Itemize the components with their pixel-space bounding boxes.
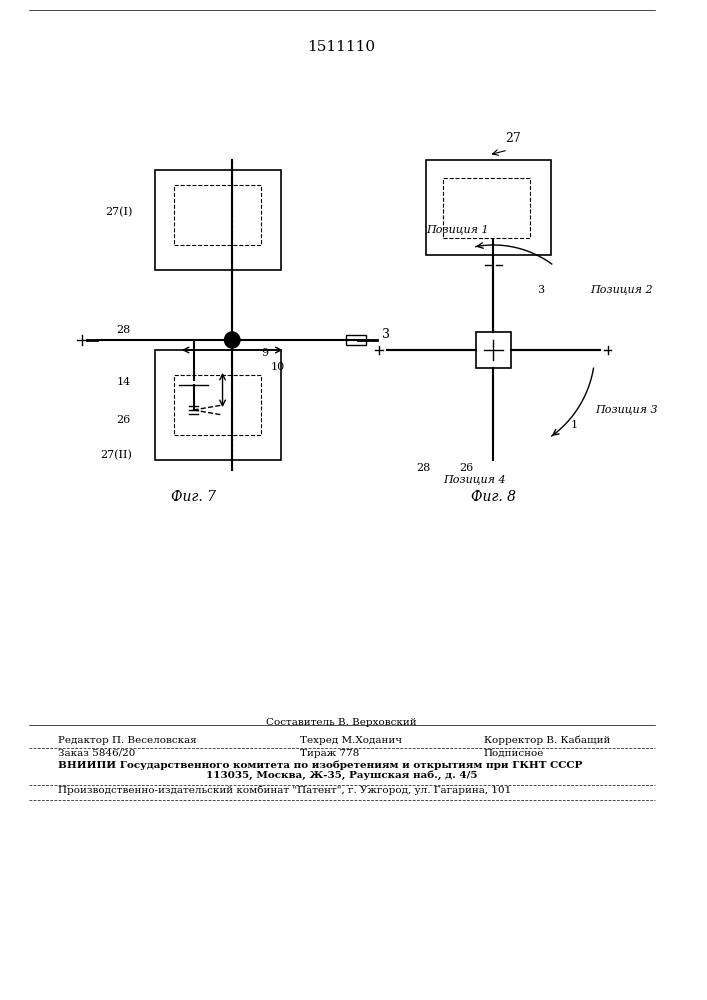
Text: 3: 3 (382, 328, 390, 342)
Text: Корректор В. Кабащий: Корректор В. Кабащий (484, 736, 610, 745)
Text: 113035, Москва, Ж-35, Раушская наб., д. 4/5: 113035, Москва, Ж-35, Раушская наб., д. … (206, 770, 477, 780)
Text: Фиг. 7: Фиг. 7 (171, 490, 216, 504)
Bar (155, 350, 281, 460)
Bar (174, 375, 261, 435)
Bar (476, 332, 511, 368)
Text: Составитель В. Верховский: Составитель В. Верховский (267, 718, 417, 727)
Text: 26: 26 (117, 415, 131, 425)
Text: 26: 26 (460, 463, 474, 473)
Text: 27(I): 27(I) (105, 207, 132, 217)
Text: 9: 9 (261, 348, 269, 358)
Text: 1511110: 1511110 (308, 40, 375, 54)
Text: Техред М.Ходанич: Техред М.Ходанич (300, 736, 402, 745)
Bar (174, 185, 261, 245)
Text: 3: 3 (537, 285, 544, 295)
Text: Фиг. 8: Фиг. 8 (471, 490, 516, 504)
Text: ВНИИПИ Государственного комитета по изобретениям и открытиям при ГКНТ СССР: ВНИИПИ Государственного комитета по изоб… (58, 760, 583, 770)
Text: Позиция 3: Позиция 3 (595, 405, 658, 415)
Text: Позиция 4: Позиция 4 (443, 475, 506, 485)
Bar (346, 335, 366, 345)
Text: Производственно-издательский комбинат "Патент", г. Ужгород, ул. Гагарина, 101: Производственно-издательский комбинат "П… (58, 786, 511, 795)
Text: Редактор П. Веселовская: Редактор П. Веселовская (58, 736, 197, 745)
Bar (155, 170, 281, 270)
Text: Позиция 1: Позиция 1 (426, 225, 489, 235)
Bar (443, 178, 530, 238)
Bar (426, 160, 551, 255)
Text: 1: 1 (571, 420, 578, 430)
Text: Позиция 2: Позиция 2 (590, 285, 653, 295)
Circle shape (224, 332, 240, 348)
Text: 10: 10 (271, 362, 285, 372)
Text: 28: 28 (117, 325, 131, 335)
Text: Заказ 5846/20: Заказ 5846/20 (58, 749, 136, 758)
Text: Подписное: Подписное (484, 749, 544, 758)
Text: Тираж 778: Тираж 778 (300, 749, 359, 758)
Text: 27: 27 (505, 132, 520, 145)
Text: 27(II): 27(II) (100, 450, 132, 460)
Text: 28: 28 (416, 463, 431, 473)
Text: 14: 14 (117, 377, 131, 387)
